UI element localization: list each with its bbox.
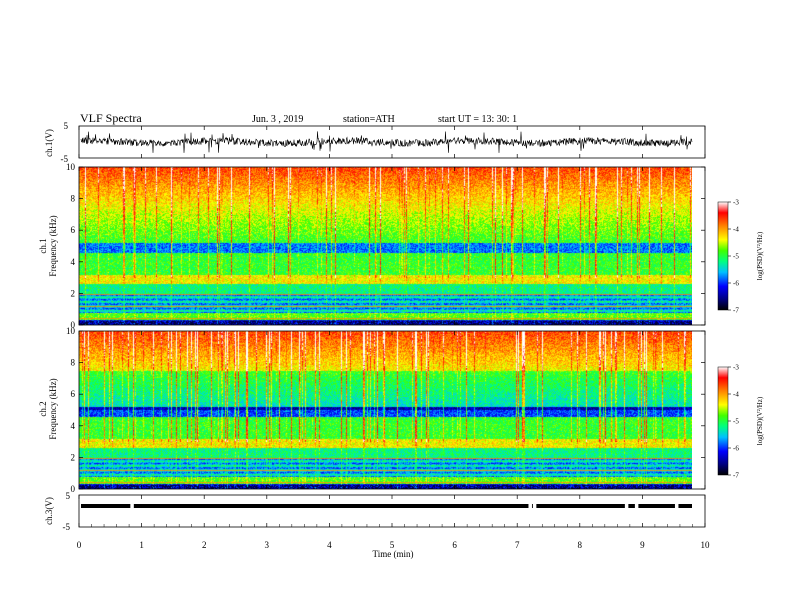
- spec1-ytick: 0: [71, 320, 76, 330]
- spec2-ytick: 6: [71, 389, 76, 399]
- chart-title: VLF Spectra: [80, 111, 142, 125]
- x-tick-label: 7: [515, 540, 520, 550]
- spec2-ytick: 0: [71, 484, 76, 494]
- x-tick-label: 8: [578, 540, 583, 550]
- ch2-colorbar-label: log(PSD)(V²/Hz): [756, 396, 764, 445]
- ch1-spectrogram-panel: [78, 166, 706, 326]
- ch2-spectrogram-panel: [78, 330, 706, 490]
- spec2-image: [79, 331, 692, 489]
- x-tick-label: 0: [77, 540, 82, 550]
- cb2ticks-label: -7: [733, 472, 739, 480]
- ch1-spec-ylabel-top: ch.1: [38, 238, 48, 253]
- x-tick-label: 1: [139, 540, 144, 550]
- ch3-ytick-top: 5: [66, 491, 71, 501]
- ch2-spec-ylabel-top: ch.2: [38, 401, 48, 416]
- ch2-colorbar: log(PSD)(V²/Hz) -3 -4 -5 -6 -7: [717, 364, 764, 480]
- ch3-gap: [634, 503, 639, 509]
- cb1ticks-label: -5: [733, 253, 739, 261]
- cb1ticks-label: -6: [733, 280, 739, 288]
- cb2ticks-label: -6: [733, 445, 739, 453]
- x-tick-label: 3: [265, 540, 270, 550]
- spec1-ytick: 2: [71, 288, 76, 298]
- cb1ticks-label: -7: [733, 307, 739, 315]
- ch1-colorbar-label: log(PSD)(V²/Hz): [756, 231, 764, 280]
- x-tick-label: 2: [202, 540, 207, 550]
- ch1-colorbar: log(PSD)(V²/Hz) -3 -4 -5 -6 -7: [717, 199, 764, 315]
- spec1-ytick: 10: [66, 162, 76, 172]
- ch1-waveform-panel: [78, 125, 706, 159]
- spec2-ytick: 8: [71, 358, 76, 368]
- spec1-ytick: 6: [71, 225, 76, 235]
- x-tick-label: 6: [452, 540, 457, 550]
- ch3-gap: [624, 503, 629, 509]
- ch3-waveform-frame: [78, 494, 706, 528]
- ch1-ytick-bottom: -5: [61, 154, 69, 164]
- ch3-ytick-bottom: -5: [63, 522, 71, 532]
- ch3-gap: [130, 503, 134, 509]
- cb2ticks-label: -4: [733, 391, 739, 399]
- x-tick-label: 9: [640, 540, 645, 550]
- x-tick-label: 5: [390, 540, 395, 550]
- ch1-spec-ylabel: Frequency (kHz): [48, 215, 58, 276]
- ch3-waveform-line: [81, 504, 692, 508]
- x-axis-label: Time (min): [373, 549, 414, 559]
- cb2ticks-label: -3: [733, 364, 739, 372]
- cb1ticks-label: -3: [733, 199, 739, 207]
- ch1-ylabel: ch.1(V): [44, 129, 54, 157]
- spec1-ytick: 8: [71, 194, 76, 204]
- date-label: Jun. 3 , 2019: [252, 114, 303, 125]
- cb1ticks-label: -4: [733, 226, 739, 234]
- ch2-spec-ylabel: Frequency (kHz): [48, 378, 58, 439]
- spec1-ytick: 4: [71, 257, 76, 267]
- spec2-ytick: 10: [66, 326, 76, 336]
- cb2ticks-label: -5: [733, 418, 739, 426]
- spec2-ytick: 2: [71, 452, 76, 462]
- start-time-label: start UT = 13: 30: 1: [438, 114, 517, 125]
- ch3-waveform-panel: [78, 494, 706, 528]
- x-tick-label: 10: [701, 540, 711, 550]
- ch1-waveform-line: [80, 131, 693, 153]
- station-label: station=ATH: [343, 114, 395, 125]
- x-tick-label: 4: [327, 540, 332, 550]
- ch3-gap: [532, 503, 537, 509]
- ch3-gap: [528, 503, 532, 509]
- ch1-ytick-top: 5: [64, 121, 69, 131]
- ch3-gap: [674, 503, 679, 509]
- ch3-ylabel: ch.3(V): [44, 497, 54, 525]
- spec1-image: [79, 167, 692, 325]
- spec2-ytick: 4: [71, 421, 76, 431]
